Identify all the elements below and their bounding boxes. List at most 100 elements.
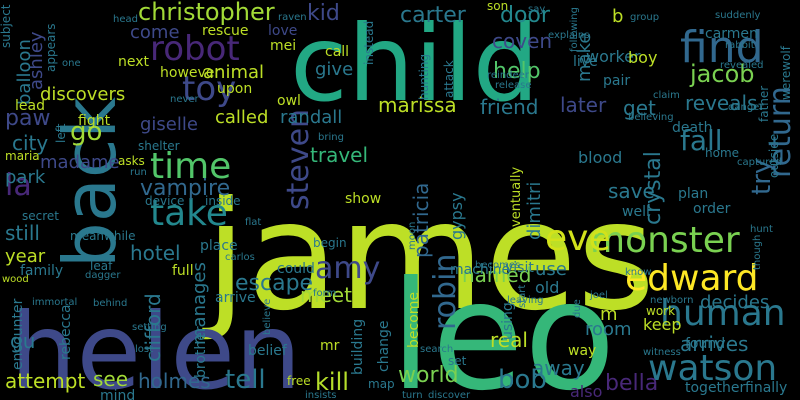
cloud-word-building: building: [350, 319, 366, 375]
cloud-word-set: set: [448, 354, 467, 368]
cloud-word-christopher: christopher: [138, 0, 275, 26]
cloud-word-vampire: vampire: [140, 176, 230, 201]
cloud-word-leaf: leaf: [90, 259, 113, 273]
cloud-word-lost: lost: [135, 344, 153, 355]
cloud-word-show: show: [345, 191, 381, 207]
cloud-word-say: say: [528, 4, 545, 15]
cloud-word-head: head: [113, 14, 138, 25]
cloud-word-return: return: [763, 86, 798, 178]
cloud-word-attack: attack: [442, 60, 456, 98]
cloud-word-newborn: newborn: [650, 295, 693, 306]
cloud-word-year: year: [5, 246, 46, 267]
cloud-word-ashley: ashley: [26, 31, 47, 90]
cloud-word-toy: toy: [182, 69, 236, 109]
cloud-word-start: start: [517, 285, 528, 308]
cloud-word-rebecca: rebecca: [58, 304, 74, 360]
cloud-word-old: old: [535, 278, 559, 297]
cloud-word-reindeer: reindeer: [487, 70, 530, 81]
cloud-word-give: give: [315, 59, 353, 80]
cloud-word-inside: inside: [205, 194, 241, 208]
cloud-word-steven: steven: [281, 109, 316, 210]
cloud-word-moon: moon: [407, 222, 418, 250]
cloud-word-instead: instead: [362, 21, 376, 65]
cloud-word-family: family: [20, 263, 63, 279]
cloud-word-however: however: [160, 65, 220, 81]
cloud-word-go: go: [70, 117, 102, 147]
cloud-word-live: live: [573, 54, 598, 70]
cloud-word-eventually: eventually: [509, 167, 524, 235]
cloud-word-discovers: discovers: [40, 84, 125, 105]
cloud-word-raven: raven: [278, 12, 307, 23]
cloud-word-plan: plan: [678, 186, 708, 202]
cloud-word-fight: fight: [78, 113, 111, 129]
cloud-word-robin: robin: [428, 254, 463, 330]
cloud-word-free: free: [287, 374, 311, 388]
cloud-word-park: park: [5, 167, 46, 188]
cloud-word-save: save: [608, 179, 655, 203]
cloud-word-joel: joel: [589, 290, 608, 301]
cloud-word-begin: begin: [313, 236, 347, 250]
cloud-word-though: though: [752, 235, 763, 270]
cloud-word-run: run: [130, 167, 147, 178]
cloud-word-father: father: [757, 86, 771, 122]
cloud-word-arrives: arrives: [680, 332, 748, 356]
cloud-word-carmen: carmen: [705, 26, 758, 42]
cloud-word-map: map: [368, 377, 395, 391]
cloud-word-keep: keep: [643, 315, 682, 334]
cloud-word-giselle: giselle: [140, 114, 198, 135]
cloud-word-coven: coven: [492, 29, 552, 53]
cloud-word-real: real: [490, 328, 528, 352]
cloud-word-rescue: rescue: [202, 23, 249, 39]
cloud-word-subject: subject: [0, 4, 13, 48]
cloud-word-worker: worker: [586, 47, 641, 66]
cloud-word-werewolf: werewolf: [779, 45, 793, 100]
cloud-word-dagger: dagger: [85, 270, 121, 281]
cloud-word-help: help: [493, 59, 541, 84]
cloud-word-leo: leo: [390, 250, 616, 400]
cloud-word-found: found: [685, 336, 725, 352]
cloud-word-appears: appears: [44, 23, 58, 72]
cloud-word-blood: blood: [578, 148, 622, 167]
cloud-word-city: city: [12, 131, 48, 155]
cloud-word-world: world: [398, 363, 459, 388]
cloud-word-room: room: [585, 319, 632, 340]
cloud-word-behind: behind: [93, 298, 127, 309]
cloud-word-named: named: [462, 263, 531, 287]
cloud-word-meet: meet: [300, 283, 352, 307]
cloud-word-place: place: [200, 238, 238, 254]
cloud-word-setting: setting: [132, 322, 167, 333]
cloud-word-lead: lead: [15, 98, 45, 114]
cloud-word-explains: explains: [548, 30, 589, 41]
cloud-word-discover: discover: [428, 390, 471, 400]
cloud-word-gypsy: gypsy: [447, 192, 466, 240]
cloud-word-escape: escape: [235, 271, 313, 296]
cloud-word-following: following: [569, 7, 580, 52]
cloud-word-full: full: [172, 263, 194, 279]
cloud-word-form: form: [313, 288, 336, 299]
cloud-word-group: group: [630, 12, 659, 23]
cloud-word-left: left: [54, 123, 68, 143]
cloud-word-b: b: [612, 6, 623, 27]
cloud-word-randall: randall: [280, 107, 342, 128]
cloud-word-love: love: [268, 23, 297, 39]
cloud-word-together: together: [685, 380, 746, 396]
cloud-word-son: son: [487, 0, 508, 13]
cloud-word-monster: monster: [590, 220, 740, 261]
cloud-word-called: called: [215, 107, 268, 128]
cloud-word-get: get: [623, 96, 656, 120]
cloud-word-release: release: [495, 80, 531, 91]
cloud-word-patricia: patricia: [409, 183, 433, 258]
cloud-word-attempt: attempt: [5, 369, 85, 393]
cloud-word-due: due: [572, 299, 583, 318]
cloud-word-take: take: [150, 193, 228, 234]
cloud-word-immortal: immortal: [32, 297, 77, 308]
cloud-word-travel: travel: [310, 143, 368, 167]
cloud-word-m: m: [600, 304, 618, 325]
cloud-word-crystal: crystal: [641, 151, 666, 225]
cloud-word-door: door: [500, 3, 551, 28]
cloud-word-tell: tell: [225, 365, 266, 395]
cloud-word-call: call: [325, 44, 349, 60]
cloud-word-secret: secret: [22, 209, 59, 223]
